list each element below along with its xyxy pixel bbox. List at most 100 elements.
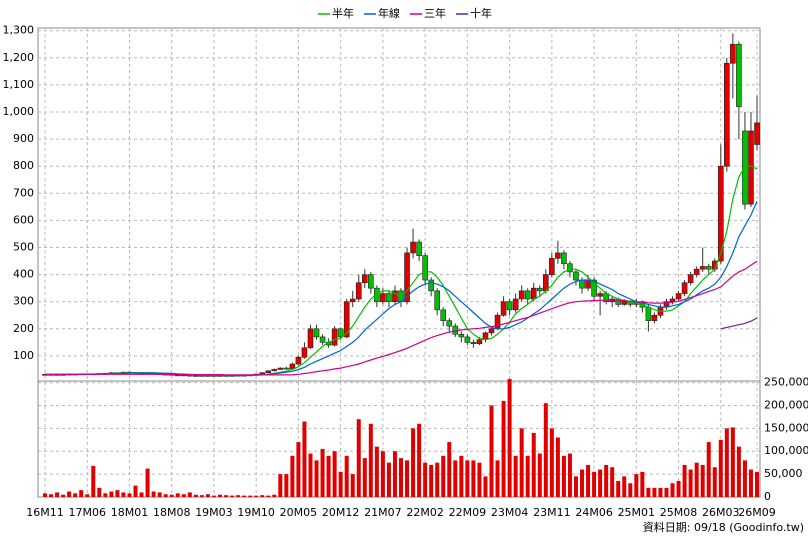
y-tick-label: 1,200 — [3, 51, 35, 64]
candle-body — [681, 282, 688, 294]
candle-body — [669, 298, 676, 303]
volume-bar — [157, 492, 162, 497]
volume-bar — [127, 493, 132, 497]
volume-bar — [670, 483, 675, 497]
volume-bar — [682, 464, 687, 497]
volume-bar — [290, 455, 295, 497]
volume-bar — [664, 487, 669, 497]
candle-body — [724, 62, 730, 167]
candle-body — [597, 293, 603, 297]
volume-bar — [435, 462, 440, 497]
volume-bar — [712, 467, 717, 497]
volume-bar — [115, 490, 120, 497]
candle-body — [488, 328, 495, 334]
candle-body — [621, 301, 628, 305]
volume-bar — [567, 453, 572, 497]
candle-body — [386, 293, 392, 303]
y-tick-label: 200 — [13, 322, 34, 335]
volume-bar — [537, 453, 542, 497]
x-tick-label: 21M07 — [364, 506, 402, 519]
x-tick-label: 19M03 — [195, 506, 233, 519]
volume-bar — [471, 460, 476, 497]
volume-bar — [139, 492, 144, 497]
candle-body — [730, 43, 736, 64]
volume-bar — [61, 494, 66, 497]
candle-body — [193, 375, 199, 377]
candle-body — [295, 356, 302, 365]
volume-bar — [248, 495, 253, 497]
candle-body — [591, 279, 597, 297]
volume-bar — [573, 476, 578, 497]
candle-body — [476, 339, 483, 345]
volume-bar — [453, 460, 458, 497]
volume-bar — [308, 453, 313, 497]
candle-body — [446, 320, 453, 327]
volume-bar — [610, 467, 615, 497]
volume-bar — [429, 464, 434, 497]
candle-body — [374, 287, 380, 303]
volume-bar — [181, 494, 186, 497]
volume-bar — [519, 428, 524, 497]
volume-bar — [694, 462, 699, 497]
x-tick-label: 18M08 — [153, 506, 191, 519]
candle-body — [494, 314, 501, 330]
volume-bar — [296, 442, 301, 497]
x-tick-label: 25M01 — [618, 506, 656, 519]
volume-bar — [392, 451, 397, 497]
volume-bar — [326, 455, 331, 497]
volume-bar — [175, 493, 180, 497]
candle-body — [470, 342, 477, 345]
volume-bar — [411, 428, 416, 497]
volume-bar — [736, 446, 741, 497]
volume-bar — [489, 405, 494, 497]
volume-bar — [616, 480, 621, 497]
volume-bar — [561, 455, 566, 497]
candle-body — [361, 274, 368, 284]
volume-bar — [109, 491, 114, 497]
x-tick-label: 26M03 — [702, 506, 740, 519]
volume-bar — [380, 451, 385, 497]
volume-bar — [254, 495, 259, 497]
volume-bar — [163, 494, 168, 497]
candle-body — [518, 290, 525, 300]
candle-body — [506, 301, 513, 311]
x-tick-label: 24M06 — [575, 506, 613, 519]
x-tick-label: 17M06 — [68, 506, 106, 519]
volume-bar — [169, 494, 174, 497]
candle-body — [368, 274, 374, 289]
legend-label: 十年 — [470, 6, 492, 20]
candle-body — [259, 372, 266, 375]
volume-bar — [405, 460, 410, 497]
volume-bar — [211, 495, 216, 497]
y-tick-label: 900 — [13, 132, 34, 145]
candle-body — [404, 252, 410, 303]
candle-body — [434, 290, 441, 311]
x-tick-label: 19M10 — [237, 506, 275, 519]
candle-body — [187, 374, 193, 377]
volume-bar — [598, 469, 603, 497]
volume-bar — [43, 493, 47, 497]
candle-body — [549, 258, 555, 275]
volume-bar — [549, 428, 554, 497]
candle-body — [319, 336, 326, 343]
candle-body — [392, 290, 398, 303]
candle-body — [524, 290, 531, 300]
volume-bar — [332, 451, 337, 497]
volume-bar — [477, 462, 482, 497]
volume-bar — [103, 493, 108, 497]
volume-bar — [260, 495, 265, 497]
candle-body — [555, 252, 561, 259]
volume-bar — [374, 446, 379, 497]
candle-body — [736, 43, 742, 107]
y2-tick-label: 100,000 — [764, 444, 808, 457]
candle-body — [422, 255, 428, 281]
volume-bar — [85, 494, 90, 497]
ma-line — [45, 260, 758, 376]
ma-line — [720, 317, 758, 330]
volume-bar — [495, 460, 500, 497]
volume-bar — [724, 428, 729, 497]
candle-body — [693, 268, 700, 275]
volume-bar — [362, 458, 367, 497]
candle-body — [271, 369, 278, 372]
candle-body — [410, 241, 416, 254]
